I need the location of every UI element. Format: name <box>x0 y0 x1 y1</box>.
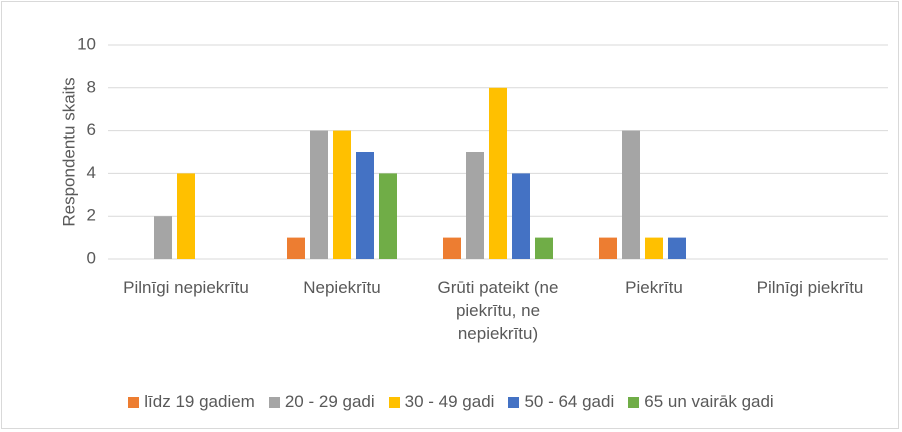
bar <box>177 173 195 259</box>
y-tick-label: 6 <box>87 120 96 139</box>
legend-item: 20 - 29 gadi <box>268 392 375 412</box>
legend-swatch <box>628 396 640 408</box>
bar <box>599 237 617 259</box>
legend-item: 65 un vairāk gadi <box>628 392 774 412</box>
legend-item: 30 - 49 gadi <box>388 392 495 412</box>
bar <box>154 216 172 259</box>
x-tick-label: Nepiekrītu <box>303 278 381 297</box>
x-tick-label: Grūti pateikt (ne piekrītu, ne nepiekrīt… <box>437 278 559 343</box>
bar <box>512 173 530 259</box>
bar <box>466 152 484 259</box>
bar <box>668 237 686 259</box>
legend: līdz 19 gadiem 20 - 29 gadi 30 - 49 gadi 50… <box>0 392 902 412</box>
y-tick-label: 4 <box>87 163 96 182</box>
legend-item: 50 - 64 gadi <box>508 392 614 412</box>
bar <box>310 130 328 259</box>
legend-swatch <box>388 396 400 408</box>
y-tick-label: 10 <box>77 34 96 53</box>
legend-swatch <box>128 396 140 408</box>
bar <box>622 130 640 259</box>
bar <box>645 237 663 259</box>
bar <box>535 237 553 259</box>
x-tick-label: Pilnīgi nepiekrītu <box>123 278 249 297</box>
bar <box>443 237 461 259</box>
x-tick-label: Pilnīgi piekrītu <box>756 278 864 297</box>
legend-item: līdz 19 gadiem <box>128 392 255 412</box>
legend-label: 20 - 29 gadi <box>284 392 375 411</box>
x-tick-label: Piekrītu <box>625 278 683 297</box>
legend-swatch <box>268 396 280 408</box>
bar <box>489 87 507 259</box>
y-tick-label: 8 <box>87 77 96 96</box>
legend-label: līdz 19 gadiem <box>144 392 255 411</box>
legend-label: 65 un vairāk gadi <box>644 392 774 411</box>
bar <box>356 152 374 259</box>
y-axis-title: Respondentu skaits <box>59 77 78 226</box>
legend-label: 30 - 49 gadi <box>404 392 495 411</box>
y-tick-label: 2 <box>87 206 96 225</box>
bar <box>333 130 351 259</box>
bar <box>379 173 397 259</box>
y-tick-label: 0 <box>87 248 96 267</box>
bar <box>287 237 305 259</box>
legend-label: 50 - 64 gadi <box>524 392 615 411</box>
legend-swatch <box>508 396 520 408</box>
